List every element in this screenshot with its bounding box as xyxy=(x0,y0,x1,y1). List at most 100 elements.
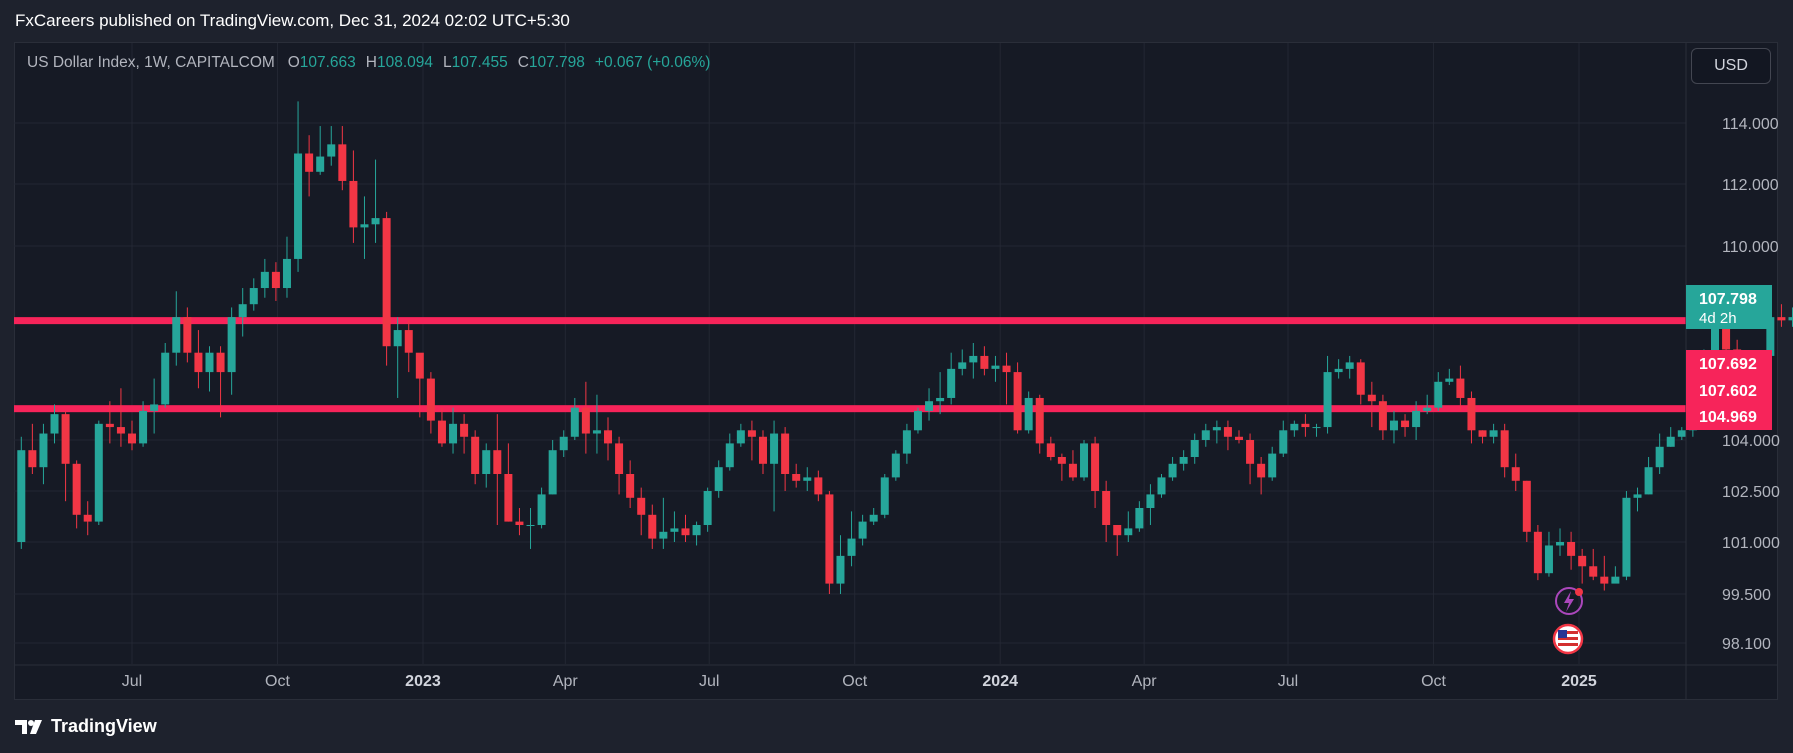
candle xyxy=(393,317,402,398)
candle xyxy=(1777,304,1786,327)
candle xyxy=(227,307,236,395)
candle-body xyxy=(626,474,635,498)
candle-body xyxy=(637,497,646,515)
candle-body xyxy=(1711,326,1720,353)
candle xyxy=(1423,394,1432,415)
currency-button[interactable]: USD xyxy=(1691,48,1771,84)
tradingview-logo[interactable]: TradingView xyxy=(15,716,157,737)
candle-body xyxy=(1666,436,1675,447)
price-tag-label: 104.969 xyxy=(1699,409,1757,426)
candle-body xyxy=(847,538,856,556)
candle-body xyxy=(39,433,48,468)
candle xyxy=(880,474,889,519)
candle xyxy=(714,460,723,498)
candle-body xyxy=(969,355,978,363)
candle-body xyxy=(1080,443,1089,478)
candle-body xyxy=(216,352,225,373)
candle xyxy=(194,330,203,389)
price-tag-label: 107.798 xyxy=(1699,291,1757,308)
candle-body xyxy=(1345,362,1354,369)
candle xyxy=(360,196,369,259)
candle xyxy=(61,410,70,502)
candle-body xyxy=(1401,420,1410,428)
candle xyxy=(249,278,258,311)
publisher-line: FxCareers published on TradingView.com, … xyxy=(15,11,570,30)
candle xyxy=(1522,480,1531,542)
candle xyxy=(1456,365,1465,411)
candle xyxy=(216,346,225,418)
chart-pane[interactable] xyxy=(14,42,1778,700)
price-tick-label: 114.000 xyxy=(1722,116,1779,133)
candle-body xyxy=(1611,576,1620,584)
time-tick-label: Oct xyxy=(842,673,867,690)
candle-body xyxy=(1091,443,1100,491)
candle-body xyxy=(1002,365,1011,373)
candle-body xyxy=(360,224,369,228)
candle xyxy=(504,443,513,522)
candle-body xyxy=(338,144,347,181)
low-value: 107.455 xyxy=(451,54,508,71)
symbol-legend: US Dollar Index, 1W, CAPITALCOM O107.663… xyxy=(27,54,720,72)
candle-body xyxy=(648,514,657,539)
candle-body xyxy=(1190,440,1199,457)
level-line xyxy=(14,405,1686,413)
candle-body xyxy=(581,407,590,434)
candle xyxy=(515,508,524,536)
candle-body xyxy=(1268,453,1277,478)
candle xyxy=(615,436,624,495)
candle-body xyxy=(471,436,480,474)
candle xyxy=(1279,420,1288,457)
candle xyxy=(161,343,170,408)
candle xyxy=(1035,394,1044,454)
candle-body xyxy=(1622,497,1631,577)
candle xyxy=(1389,410,1398,444)
candle xyxy=(482,443,491,488)
candle-body xyxy=(482,450,491,474)
low-label: L xyxy=(443,54,452,71)
close-value: 107.798 xyxy=(528,54,585,71)
candle-body xyxy=(371,218,380,225)
candle xyxy=(847,511,856,567)
candle xyxy=(1257,457,1266,495)
us-flag-icon[interactable] xyxy=(1552,623,1584,655)
candle-body xyxy=(570,407,579,437)
candle-body xyxy=(947,368,956,398)
candle-body xyxy=(1500,430,1509,468)
candle-body xyxy=(1102,491,1111,525)
candle-body xyxy=(1168,463,1177,478)
candle xyxy=(1356,359,1365,405)
candle-body xyxy=(526,525,535,526)
candle-body xyxy=(404,330,413,353)
candle xyxy=(327,126,336,166)
candle xyxy=(1113,525,1122,556)
candle-body xyxy=(1589,566,1598,577)
candle xyxy=(1223,420,1232,451)
candle-body xyxy=(803,477,812,481)
candle xyxy=(1467,391,1476,444)
candle xyxy=(681,514,690,542)
candle-body xyxy=(1323,372,1332,428)
candle-body xyxy=(1367,394,1376,402)
candle xyxy=(648,504,657,549)
open-value: 107.663 xyxy=(299,54,356,71)
candle-body xyxy=(1722,326,1731,350)
lightning-icon[interactable] xyxy=(1555,587,1583,615)
candle-body xyxy=(991,365,1000,369)
candle xyxy=(305,135,314,197)
candle-body xyxy=(1677,430,1686,437)
candle xyxy=(592,394,601,454)
candles xyxy=(17,101,1793,594)
candle-body xyxy=(747,430,756,437)
candle xyxy=(1544,531,1553,577)
event-icons xyxy=(1552,587,1584,655)
candle-body xyxy=(1113,525,1122,536)
candle xyxy=(1157,474,1166,498)
candle-body xyxy=(61,414,70,464)
candle xyxy=(902,423,911,464)
candle-body xyxy=(714,467,723,491)
candle xyxy=(1080,440,1089,481)
candle xyxy=(139,401,148,447)
candle xyxy=(1633,487,1642,512)
candle xyxy=(1445,368,1454,386)
